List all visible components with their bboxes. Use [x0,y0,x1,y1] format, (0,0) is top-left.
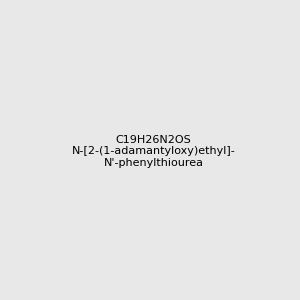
Text: C19H26N2OS
N-[2-(1-adamantyloxy)ethyl]-
N'-phenylthiourea: C19H26N2OS N-[2-(1-adamantyloxy)ethyl]- … [72,135,236,168]
